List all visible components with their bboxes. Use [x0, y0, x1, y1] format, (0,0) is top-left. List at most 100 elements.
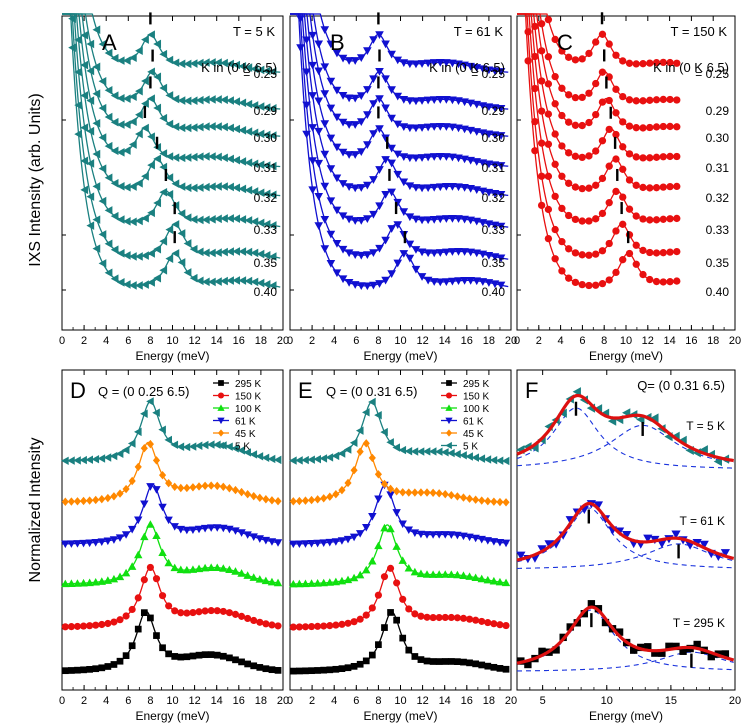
data-point [619, 193, 627, 201]
data-point [399, 123, 409, 132]
data-point [134, 427, 142, 437]
data-point [177, 258, 186, 267]
data-point [355, 530, 365, 538]
data-point [659, 58, 667, 67]
data-point [67, 579, 76, 587]
data-point [598, 68, 607, 76]
data-point [417, 60, 427, 68]
data-point [244, 99, 253, 109]
data-point [411, 154, 421, 163]
data-point [128, 252, 137, 261]
series-K-0.31 [62, 13, 281, 171]
data-point [659, 183, 667, 191]
data-point [98, 133, 107, 142]
data-point [411, 124, 421, 133]
peak-marker [149, 12, 152, 25]
data-point [86, 126, 95, 136]
data-point [207, 152, 216, 161]
data-point [489, 576, 499, 585]
data-point [447, 491, 455, 500]
data-point [666, 215, 674, 223]
data-point [369, 36, 378, 44]
data-point [320, 216, 330, 224]
data-point [200, 563, 210, 572]
data-point [177, 483, 185, 493]
data-point [249, 450, 258, 459]
data-point [122, 652, 130, 660]
data-point [454, 658, 461, 665]
data-point [544, 140, 553, 148]
legend-marker [445, 417, 453, 425]
data-point [158, 425, 166, 434]
data-point [183, 59, 192, 69]
data-point [578, 217, 586, 225]
data-point [593, 501, 604, 510]
data-point [578, 121, 586, 130]
data-point [122, 484, 130, 494]
data-point [189, 273, 198, 283]
data-point [484, 160, 494, 169]
data-point [159, 113, 168, 123]
panel-title-F: Q= (0 0.31 6.5) [637, 378, 725, 393]
data-point [80, 60, 89, 70]
data-point [619, 165, 627, 173]
data-point [343, 445, 352, 454]
data-point [558, 142, 566, 150]
data-point [632, 241, 640, 249]
data-point [238, 184, 247, 194]
peak-marker [394, 202, 398, 215]
data-point [122, 280, 131, 289]
data-point [338, 180, 348, 188]
data-point [326, 492, 334, 501]
data-point [490, 620, 498, 628]
panel-frame-F [516, 369, 736, 691]
data-point [598, 247, 607, 255]
data-point [135, 216, 143, 226]
data-point [250, 491, 258, 501]
data-point [177, 229, 186, 238]
data-point [405, 213, 415, 222]
data-point [104, 48, 113, 58]
data-point [368, 513, 377, 521]
data-point [214, 214, 222, 224]
data-point [189, 215, 198, 224]
data-point [195, 608, 203, 616]
data-point [135, 252, 143, 261]
data-point [73, 579, 82, 587]
series-K-0.32 [290, 13, 509, 199]
x-tick-label: 12 [188, 695, 200, 707]
x-tick-label: 18 [255, 695, 267, 707]
data-point [605, 40, 613, 48]
data-point [601, 618, 610, 627]
data-point [441, 489, 449, 499]
data-point [326, 197, 336, 206]
data-point [91, 577, 100, 586]
data-point [368, 397, 376, 407]
data-point [153, 39, 162, 49]
data-point [465, 452, 473, 461]
data-point [207, 95, 216, 104]
data-point [226, 276, 234, 285]
data-point [146, 520, 155, 528]
data-point [477, 535, 486, 544]
data-point [171, 220, 180, 229]
data-point [250, 128, 259, 138]
data-point [103, 537, 113, 546]
data-point [495, 456, 504, 465]
data-point [189, 652, 197, 660]
series-K-0.40 [290, 13, 509, 291]
data-point [598, 98, 607, 106]
data-point [165, 173, 174, 182]
data-point [423, 488, 431, 497]
data-point [381, 75, 390, 84]
data-point [176, 525, 185, 534]
data-point [393, 150, 403, 159]
data-point [256, 65, 265, 75]
data-point [308, 61, 317, 70]
data-point [558, 408, 567, 418]
peak-marker [173, 202, 176, 215]
data-point [302, 130, 311, 139]
data-point [147, 67, 155, 77]
data-point [177, 153, 186, 163]
data-point [350, 618, 358, 626]
